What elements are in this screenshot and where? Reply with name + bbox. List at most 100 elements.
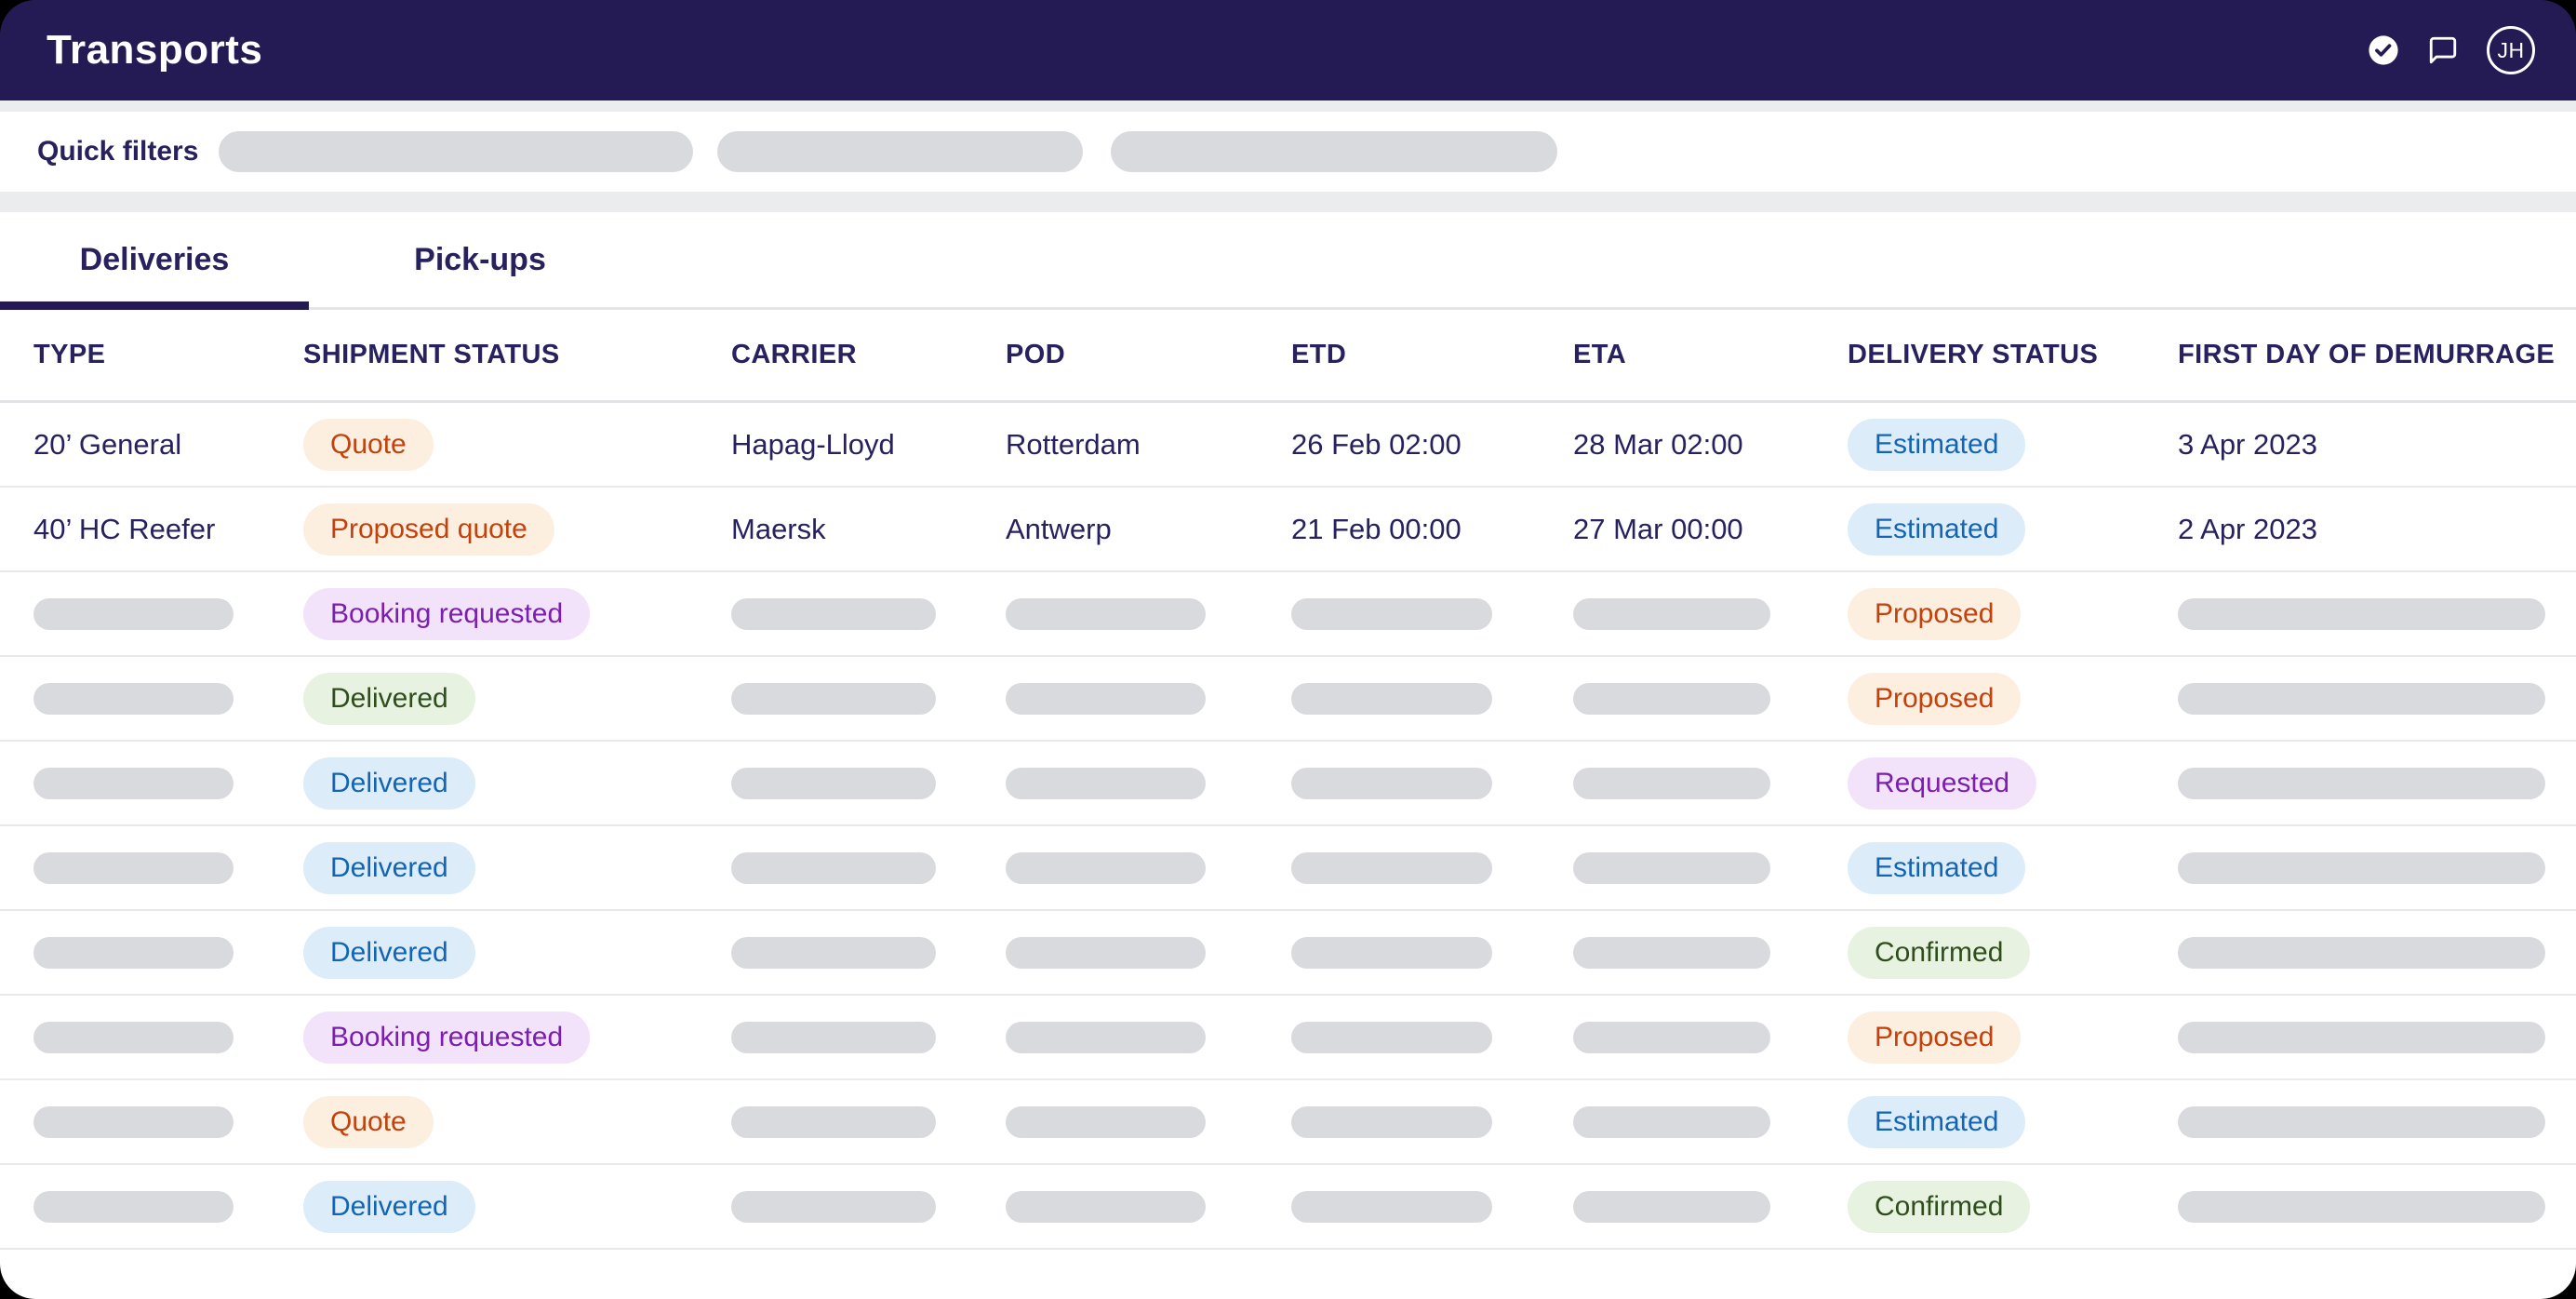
placeholder-pill	[2178, 597, 2545, 630]
quick-filter-placeholder[interactable]	[717, 131, 1084, 172]
placeholder-pill	[33, 767, 234, 799]
placeholder-pill	[731, 767, 936, 799]
tab-deliveries[interactable]: Deliveries	[0, 212, 309, 310]
cell-type: 40’ HC Reefer	[33, 512, 216, 545]
table-row[interactable]: Delivered Proposed	[0, 657, 2576, 742]
placeholder-pill	[1006, 1190, 1206, 1223]
cell-first-day-of-demurrage: 3 Apr 2023	[2178, 427, 2317, 461]
placeholder-pill	[1573, 1190, 1770, 1223]
placeholder-pill	[731, 1105, 936, 1138]
placeholder-pill	[1006, 682, 1206, 715]
delivery-status-badge: Confirmed	[1848, 1180, 2031, 1233]
quick-filters-bar: Quick filters	[0, 112, 2576, 192]
placeholder-pill	[731, 1021, 936, 1053]
shipment-status-badge: Delivered	[303, 672, 475, 725]
placeholder-pill	[33, 851, 234, 884]
placeholder-pill	[2178, 936, 2545, 969]
delivery-status-badge: Estimated	[1848, 418, 2026, 471]
table-row[interactable]: 20’ General Quote Hapag-Lloyd Rotterdam 26 F…	[0, 403, 2576, 488]
shipment-status-badge: Delivered	[303, 1180, 475, 1233]
table-row[interactable]: Delivered Confirmed	[0, 911, 2576, 996]
placeholder-pill	[731, 1190, 936, 1223]
placeholder-pill	[1573, 851, 1770, 884]
cell-pod: Rotterdam	[1006, 427, 1141, 461]
column-header: SHIPMENT STATUS	[303, 340, 560, 369]
shipment-status-badge: Delivered	[303, 757, 475, 810]
placeholder-pill	[33, 936, 234, 969]
placeholder-pill	[2178, 1190, 2545, 1223]
placeholder-pill	[1573, 767, 1770, 799]
section-divider	[0, 192, 2576, 212]
table-row[interactable]: Booking requested Proposed	[0, 572, 2576, 657]
placeholder-pill	[1573, 1105, 1770, 1138]
table-row[interactable]: Delivered Estimated	[0, 826, 2576, 911]
placeholder-pill	[1006, 936, 1206, 969]
placeholder-pill	[1006, 767, 1206, 799]
placeholder-pill	[1006, 597, 1206, 630]
placeholder-pill	[33, 597, 234, 630]
shipment-status-badge: Delivered	[303, 926, 475, 979]
placeholder-pill	[1291, 1190, 1492, 1223]
placeholder-pill	[1573, 1021, 1770, 1053]
avatar[interactable]: JH	[2487, 26, 2535, 74]
cell-first-day-of-demurrage: 2 Apr 2023	[2178, 512, 2317, 545]
column-header: ETD	[1291, 340, 1347, 369]
tab-pick-ups[interactable]: Pick-ups	[309, 212, 651, 307]
placeholder-pill	[1006, 851, 1206, 884]
table-header-row: TYPE SHIPMENT STATUS CARRIER POD ETD ETA DELIV…	[0, 310, 2576, 403]
column-header: ETA	[1573, 340, 1627, 369]
table-row[interactable]: Delivered Requested	[0, 742, 2576, 826]
placeholder-pill	[1573, 597, 1770, 630]
check-circle-icon[interactable]	[2368, 34, 2399, 66]
quick-filter-placeholder[interactable]	[1111, 131, 1558, 172]
delivery-status-badge: Estimated	[1848, 1095, 2026, 1148]
placeholder-pill	[33, 1190, 234, 1223]
avatar-initials: JH	[2497, 37, 2525, 62]
cell-carrier: Maersk	[731, 512, 826, 545]
tab-label: Pick-ups	[414, 241, 546, 277]
placeholder-pill	[1573, 682, 1770, 715]
placeholder-pill	[2178, 1021, 2545, 1053]
placeholder-pill	[1291, 936, 1492, 969]
placeholder-pill	[1291, 851, 1492, 884]
shipment-status-badge: Booking requested	[303, 587, 591, 640]
placeholder-pill	[2178, 1105, 2545, 1138]
tabs: Deliveries Pick-ups	[0, 212, 2576, 310]
placeholder-pill	[731, 936, 936, 969]
cell-carrier: Hapag-Lloyd	[731, 427, 895, 461]
header-divider	[0, 100, 2576, 112]
placeholder-pill	[33, 682, 234, 715]
placeholder-pill	[1006, 1105, 1206, 1138]
table-row[interactable]: 40’ HC Reefer Proposed quote Maersk Antwerp…	[0, 488, 2576, 572]
delivery-status-badge: Estimated	[1848, 502, 2026, 556]
table-row[interactable]: Quote Estimated	[0, 1080, 2576, 1165]
delivery-status-badge: Requested	[1848, 757, 2037, 810]
chat-bubble-icon[interactable]	[2427, 34, 2459, 66]
placeholder-pill	[1291, 767, 1492, 799]
placeholder-pill	[2178, 682, 2545, 715]
column-header: TYPE	[33, 340, 106, 369]
column-header: DELIVERY STATUS	[1848, 340, 2099, 369]
cell-pod: Antwerp	[1006, 512, 1112, 545]
quick-filter-placeholder[interactable]	[219, 131, 694, 172]
delivery-status-badge: Estimated	[1848, 841, 2026, 894]
placeholder-pill	[33, 1021, 234, 1053]
tab-label: Deliveries	[79, 241, 230, 277]
shipment-status-badge: Delivered	[303, 841, 475, 894]
shipment-status-badge: Quote	[303, 1095, 434, 1148]
header-icons: JH	[2368, 26, 2535, 74]
quick-filters-label: Quick filters	[37, 136, 199, 167]
delivery-status-badge: Proposed	[1848, 1011, 2022, 1064]
column-header: CARRIER	[731, 340, 857, 369]
table-row[interactable]: Delivered Confirmed	[0, 1165, 2576, 1250]
cell-type: 20’ General	[33, 427, 182, 461]
page-title: Transports	[47, 27, 263, 73]
content-card: Deliveries Pick-ups TYPE SHIPMENT STATUS C…	[0, 212, 2576, 1299]
table-row[interactable]: Booking requested Proposed	[0, 996, 2576, 1080]
placeholder-pill	[2178, 767, 2545, 799]
shipment-status-badge: Booking requested	[303, 1011, 591, 1064]
table-body: 20’ General Quote Hapag-Lloyd Rotterdam 26 F…	[0, 403, 2576, 1250]
placeholder-pill	[33, 1105, 234, 1138]
cell-etd: 26 Feb 02:00	[1291, 427, 1462, 461]
